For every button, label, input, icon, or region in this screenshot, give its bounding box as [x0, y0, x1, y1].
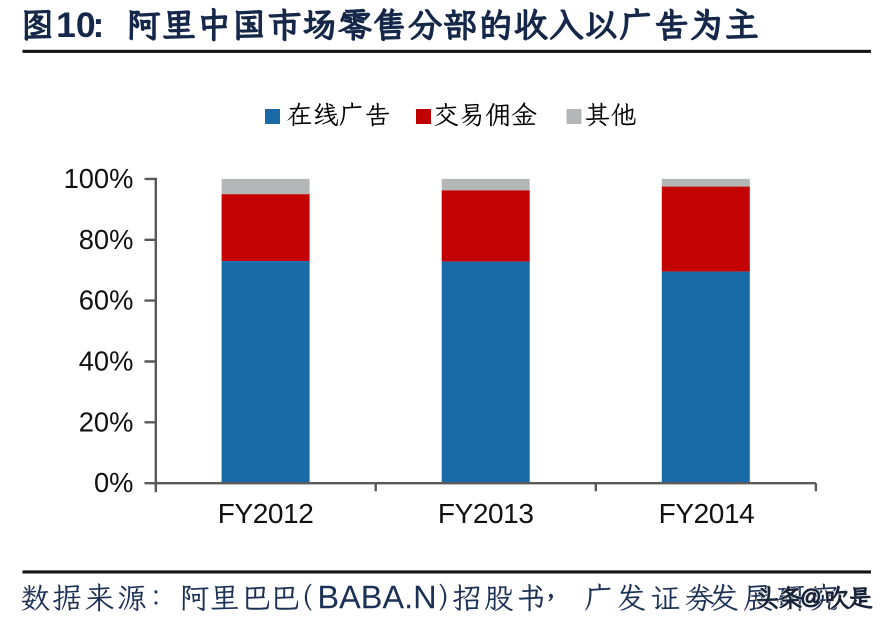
svg-text:60%: 60%: [79, 285, 134, 316]
svg-text:FY2013: FY2013: [438, 498, 534, 529]
svg-text::: :: [93, 5, 105, 45]
svg-text:80%: 80%: [79, 224, 134, 255]
svg-text:40%: 40%: [79, 346, 134, 377]
svg-text:FY2014: FY2014: [659, 498, 755, 529]
svg-text:100%: 100%: [64, 163, 134, 194]
svg-text:10: 10: [56, 5, 96, 45]
svg-text:FY2012: FY2012: [218, 498, 314, 529]
svg-text:20%: 20%: [79, 406, 134, 437]
svg-text:0%: 0%: [94, 467, 133, 498]
